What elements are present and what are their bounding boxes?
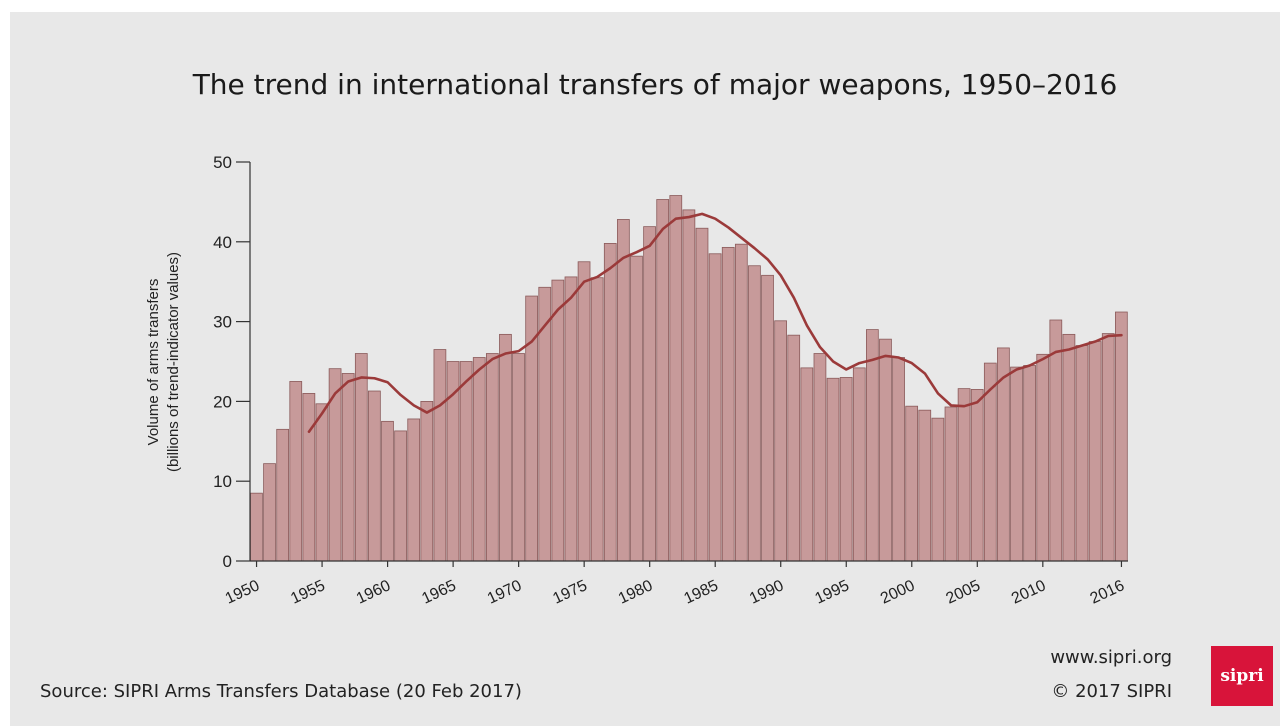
bar-1981 bbox=[656, 199, 670, 562]
bar-1963 bbox=[420, 400, 434, 562]
bar-2015 bbox=[1101, 333, 1115, 562]
trend-line bbox=[307, 212, 1123, 434]
bar-1999 bbox=[892, 357, 905, 562]
bar-1975 bbox=[577, 261, 591, 562]
bar-1973 bbox=[551, 279, 565, 562]
bar-1983 bbox=[682, 209, 696, 562]
bar-1990 bbox=[774, 320, 787, 562]
bar-1995 bbox=[839, 377, 853, 562]
bar-1970 bbox=[512, 353, 525, 562]
bar-1954 bbox=[302, 393, 316, 562]
bar-1967 bbox=[472, 357, 486, 562]
bar-2003 bbox=[944, 406, 958, 562]
x-tick-label-1995: 1995 bbox=[813, 577, 853, 607]
x-tick-label-1975: 1975 bbox=[550, 577, 590, 607]
bar-2013 bbox=[1075, 345, 1089, 562]
y-axis-label-line2: (billions of trend-indicator values) bbox=[165, 252, 182, 472]
x-tick-label-1990: 1990 bbox=[747, 577, 787, 607]
bar-1969 bbox=[499, 333, 512, 562]
bar-1961 bbox=[394, 430, 407, 562]
bar-1998 bbox=[879, 338, 892, 562]
bar-1962 bbox=[407, 418, 421, 562]
x-tick-label-1955: 1955 bbox=[288, 577, 328, 607]
bar-1978 bbox=[617, 219, 630, 562]
x-tick-label-1980: 1980 bbox=[616, 577, 656, 607]
bar-1953 bbox=[289, 381, 303, 562]
bar-2001 bbox=[918, 409, 932, 562]
bar-1994 bbox=[826, 377, 840, 562]
bar-2010 bbox=[1036, 353, 1050, 562]
x-tick-label-1965: 1965 bbox=[419, 577, 459, 607]
bar-1987 bbox=[734, 243, 748, 562]
chart-title: The trend in international transfers of … bbox=[192, 68, 1118, 101]
y-tick-label-40: 40 bbox=[213, 233, 232, 252]
bar-1977 bbox=[603, 242, 617, 562]
bar-1988 bbox=[748, 265, 761, 562]
bar-1955 bbox=[315, 403, 329, 562]
bar-1951 bbox=[263, 463, 276, 562]
bar-2005 bbox=[970, 389, 984, 562]
source-note: Source: SIPRI Arms Transfers Database (2… bbox=[40, 681, 522, 702]
y-tick-label-10: 10 bbox=[213, 472, 232, 491]
bar-1982 bbox=[669, 195, 683, 562]
x-tick-label-2016: 2016 bbox=[1088, 577, 1128, 607]
bar-1964 bbox=[433, 349, 447, 562]
x-tick-label-1950: 1950 bbox=[223, 577, 263, 607]
website-link[interactable]: www.sipri.org bbox=[1050, 647, 1172, 668]
bar-2009 bbox=[1023, 365, 1036, 562]
y-tick-label-30: 30 bbox=[213, 313, 232, 332]
bar-1957 bbox=[341, 373, 355, 562]
bar-1950 bbox=[250, 492, 263, 562]
bars-layer bbox=[250, 195, 1128, 562]
bar-2000 bbox=[905, 405, 919, 562]
y-tick-label-20: 20 bbox=[213, 392, 232, 411]
x-tick-label-1970: 1970 bbox=[485, 577, 525, 607]
bar-1993 bbox=[813, 353, 827, 562]
bar-1992 bbox=[800, 367, 814, 562]
y-tick-label-50: 50 bbox=[213, 153, 232, 172]
bar-2014 bbox=[1088, 341, 1102, 562]
bar-1997 bbox=[866, 329, 879, 562]
bar-2004 bbox=[957, 388, 971, 562]
bar-1980 bbox=[643, 226, 656, 562]
bar-1972 bbox=[538, 286, 552, 562]
bar-1996 bbox=[852, 367, 866, 562]
trend-layer bbox=[307, 212, 1123, 434]
bar-1991 bbox=[787, 334, 801, 562]
sipri-logo: sipri bbox=[1211, 646, 1273, 706]
bar-2011 bbox=[1049, 319, 1063, 562]
bar-2016 bbox=[1115, 311, 1128, 562]
x-tick-label-2010: 2010 bbox=[1009, 577, 1049, 607]
bar-1952 bbox=[276, 428, 290, 562]
bar-1966 bbox=[459, 361, 473, 562]
x-tick-label-1960: 1960 bbox=[354, 577, 394, 607]
bar-1989 bbox=[761, 274, 774, 562]
bar-1974 bbox=[564, 276, 578, 562]
bar-1959 bbox=[368, 390, 381, 562]
bar-1976 bbox=[590, 277, 604, 562]
x-tick-label-2000: 2000 bbox=[878, 577, 918, 607]
y-axis-label-line1: Volume of arms transfers bbox=[145, 279, 162, 446]
bar-2002 bbox=[931, 417, 945, 562]
bar-1956 bbox=[328, 368, 342, 562]
bar-2008 bbox=[1010, 366, 1023, 562]
y-tick-label-0: 0 bbox=[223, 552, 232, 571]
bar-1984 bbox=[695, 227, 709, 562]
bar-1960 bbox=[381, 420, 394, 562]
bar-1986 bbox=[721, 246, 735, 562]
bar-2012 bbox=[1062, 333, 1076, 562]
x-tick-label-1985: 1985 bbox=[681, 577, 721, 607]
x-tick-label-2005: 2005 bbox=[944, 577, 984, 607]
labels-layer: Volume of arms transfers (billions of tr… bbox=[145, 252, 182, 472]
bar-1985 bbox=[708, 253, 722, 562]
bar-1958 bbox=[354, 353, 368, 562]
bar-1979 bbox=[630, 255, 643, 562]
copyright-note: © 2017 SIPRI bbox=[1051, 681, 1172, 702]
bar-1968 bbox=[485, 353, 499, 562]
